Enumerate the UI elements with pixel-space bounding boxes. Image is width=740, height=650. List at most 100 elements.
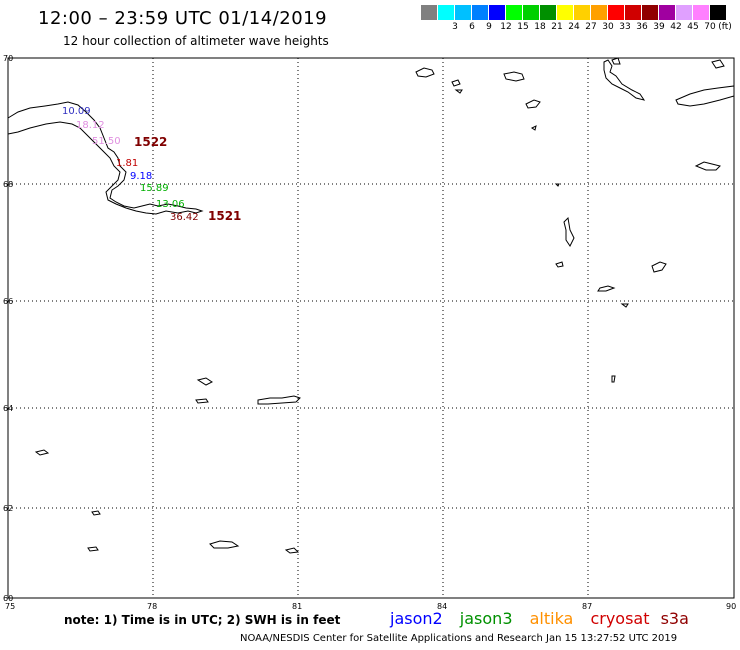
- color-scale-label: 36: [636, 22, 648, 32]
- landmass-northeast: [603, 59, 646, 101]
- color-scale-label: 15: [517, 22, 529, 32]
- pass-time-label: 1522: [134, 135, 167, 149]
- island: [554, 183, 560, 187]
- lon-tick-label: 78: [147, 602, 157, 611]
- color-scale-swatch: [642, 5, 659, 20]
- island: [34, 449, 50, 456]
- island: [209, 540, 240, 549]
- island: [91, 510, 101, 516]
- island: [694, 161, 721, 171]
- color-scale-swatch: [421, 5, 438, 20]
- color-scale-label: 9: [486, 22, 492, 32]
- color-scale-swatch: [676, 5, 693, 20]
- lat-tick-labels: 70 68 66 64 62 60: [3, 54, 13, 603]
- island: [284, 547, 300, 554]
- lon-tick-label: 84: [437, 602, 447, 611]
- observation-labels: 10.09 18.12 51.50 1522 1.81 9.18 15.89 1…: [62, 106, 241, 223]
- peninsula-coastline: [7, 101, 204, 215]
- wave-height-label: 9.18: [130, 171, 152, 182]
- wave-height-label: 15.89: [140, 183, 169, 194]
- color-scale-swatch: [591, 5, 608, 20]
- color-scale-swatch: [557, 5, 574, 20]
- color-scale-label: 27: [585, 22, 597, 32]
- color-scale-label: 24: [568, 22, 580, 32]
- color-scale-label: 6: [469, 22, 475, 32]
- island: [711, 59, 725, 69]
- wave-height-label: 18.12: [76, 120, 105, 131]
- footer-note: note: 1) Time is in UTC; 2) SWH is in fe…: [64, 613, 341, 627]
- satellite-legend-s3a: s3a: [660, 609, 689, 628]
- wave-height-label: 13.06: [156, 199, 185, 210]
- wave-height-label: 10.09: [62, 106, 91, 117]
- island: [415, 67, 435, 78]
- chart-title: 12:00 – 23:59 UTC 01/14/2019: [38, 8, 328, 29]
- island: [651, 261, 667, 273]
- color-scale-label: 42: [670, 22, 682, 32]
- satellite-legend-altika: altika: [529, 609, 574, 628]
- island: [555, 261, 564, 268]
- island: [597, 285, 616, 292]
- color-scale-label: 45: [687, 22, 699, 32]
- credit-line: NOAA/NESDIS Center for Satellite Applica…: [240, 633, 678, 644]
- color-scale-swatch: [523, 5, 540, 20]
- lat-tick-label: 70: [3, 54, 13, 63]
- color-scale-swatch: [540, 5, 557, 20]
- island: [195, 398, 209, 404]
- lon-tick-label: 90: [726, 602, 736, 611]
- lon-tick-label: 87: [582, 602, 592, 611]
- satellite-legend-cryosat: cryosat: [590, 609, 650, 628]
- wave-height-label: 36.42: [170, 212, 199, 223]
- chart-subtitle: 12 hour collection of altimeter wave hei…: [63, 34, 329, 48]
- island: [454, 89, 463, 94]
- color-scale-swatch: [574, 5, 591, 20]
- lon-tick-label: 75: [5, 602, 15, 611]
- color-scale-label: 12: [500, 22, 512, 32]
- island: [531, 125, 537, 131]
- landmass-east: [675, 85, 735, 107]
- island: [611, 375, 616, 383]
- color-scale-label: 39: [653, 22, 665, 32]
- lat-tick-label: 66: [3, 297, 13, 306]
- island: [620, 303, 629, 308]
- color-scale-swatch: [489, 5, 506, 20]
- island: [611, 57, 621, 65]
- island: [196, 377, 213, 386]
- map-frame: [7, 57, 735, 599]
- color-scale-swatch: [625, 5, 642, 20]
- color-scale-labels: 3 6 9 12 15 18 21 24 27 30 33 36 39 42 45 70 (ft): [421, 22, 740, 34]
- color-scale-swatch: [455, 5, 472, 20]
- wave-height-label: 1.81: [116, 158, 138, 169]
- color-scale-label: 3: [452, 22, 458, 32]
- wave-height-color-scale: [421, 5, 727, 20]
- lat-tick-label: 62: [3, 504, 13, 513]
- color-scale-swatch: [506, 5, 523, 20]
- color-scale-swatch: [472, 5, 489, 20]
- color-scale-swatch: [608, 5, 625, 20]
- island: [451, 79, 461, 87]
- lat-tick-label: 60: [3, 594, 13, 603]
- color-scale-swatch: [693, 5, 710, 20]
- lat-tick-label: 64: [3, 404, 13, 413]
- lon-tick-label: 81: [292, 602, 302, 611]
- coastlines: [7, 57, 735, 554]
- island: [87, 546, 99, 552]
- wave-height-label: 51.50: [92, 136, 121, 147]
- island: [503, 71, 525, 82]
- satellite-legend-jason2: jason2: [390, 609, 443, 628]
- lat-tick-label: 68: [3, 180, 13, 189]
- color-scale-swatch: [438, 5, 455, 20]
- island: [563, 216, 575, 247]
- color-scale-swatch: [710, 5, 727, 20]
- color-scale-label: 18: [534, 22, 546, 32]
- color-scale-label: 33: [619, 22, 631, 32]
- grid-lines: [8, 58, 734, 598]
- island: [525, 99, 541, 109]
- color-scale-swatch: [659, 5, 676, 20]
- satellite-legend-jason3: jason3: [459, 609, 513, 628]
- satellite-legend: jason2 jason3 altika cryosat s3a: [390, 609, 701, 628]
- color-scale-label: 21: [551, 22, 563, 32]
- lon-tick-labels: 75 78 81 84 87 90: [5, 602, 736, 611]
- color-scale-unit: (ft): [718, 22, 732, 32]
- pass-time-label: 1521: [208, 209, 241, 223]
